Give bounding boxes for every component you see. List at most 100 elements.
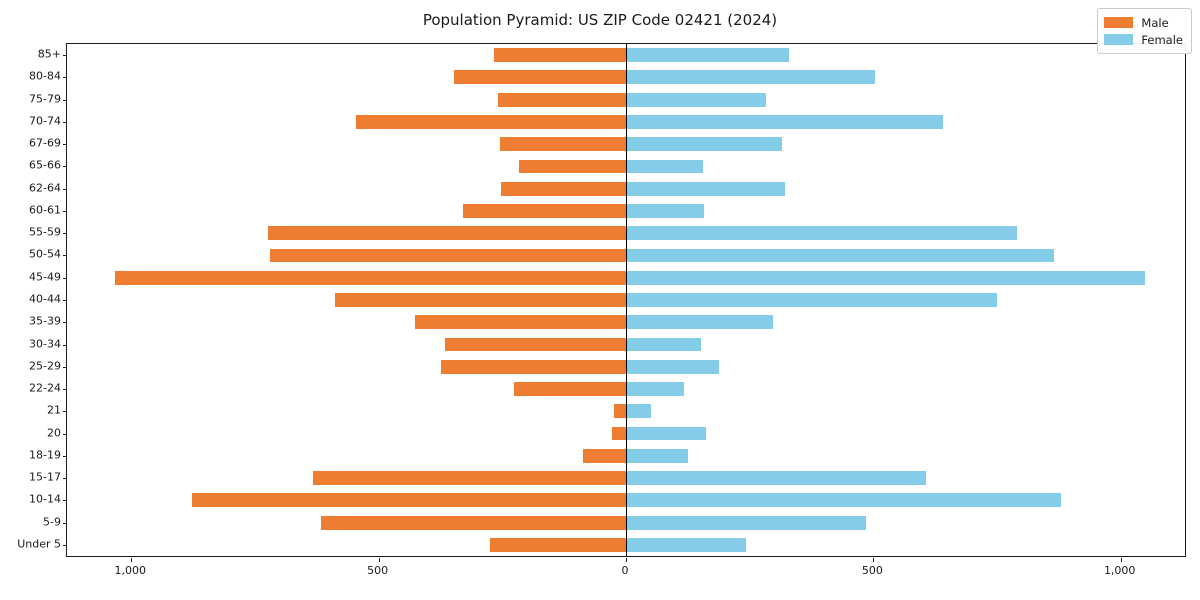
bar-female[interactable] [626, 204, 705, 218]
bar-male[interactable] [355, 115, 626, 129]
y-axis-tick [63, 233, 67, 235]
bar-male[interactable] [494, 48, 626, 63]
y-axis-tick [63, 344, 67, 346]
y-axis-label: 85+ [37, 47, 61, 61]
chart-title: Population Pyramid: US ZIP Code 02421 (2… [422, 11, 778, 29]
y-axis-label: 35-39 [29, 314, 61, 328]
bar-male[interactable] [489, 537, 626, 552]
legend-label-male: Male [1141, 15, 1169, 30]
bar-female[interactable] [626, 248, 1054, 263]
legend-item-male[interactable]: Male [1104, 14, 1183, 31]
bar-female[interactable] [626, 471, 926, 485]
y-axis-label: 45-49 [29, 270, 61, 284]
bar-female[interactable] [626, 115, 943, 129]
y-axis-tick [63, 544, 67, 546]
pyramid-row [67, 315, 1185, 330]
x-axis-label: 500 [367, 564, 389, 577]
bar-female[interactable] [626, 48, 790, 63]
bar-female[interactable] [626, 493, 1062, 508]
bar-male[interactable] [191, 493, 626, 508]
pyramid-row [67, 204, 1185, 218]
bar-male[interactable] [500, 181, 626, 196]
bar-male[interactable] [582, 448, 626, 463]
bar-female[interactable] [626, 426, 707, 441]
y-axis-label: 40-44 [29, 292, 61, 306]
bar-female[interactable] [626, 293, 998, 307]
pyramid-row [67, 270, 1185, 285]
y-axis-tick [63, 166, 67, 168]
bar-male[interactable] [440, 359, 626, 374]
bar-male[interactable] [269, 248, 626, 263]
x-axis-label: 500 [861, 564, 883, 577]
bar-male[interactable] [519, 159, 626, 174]
bar-female[interactable] [626, 448, 689, 463]
y-axis-label: 67-69 [29, 136, 61, 150]
bar-male[interactable] [268, 226, 626, 241]
x-axis-label: 1,000 [1103, 564, 1136, 577]
bar-female[interactable] [626, 337, 702, 352]
bar-female[interactable] [626, 382, 684, 396]
x-axis-tick [1120, 558, 1122, 562]
pyramid-row [67, 226, 1185, 241]
bar-female[interactable] [626, 270, 1145, 285]
x-axis-label: 1,000 [114, 564, 147, 577]
pyramid-row [67, 359, 1185, 374]
pyramid-row [67, 48, 1185, 63]
bar-male[interactable] [115, 270, 626, 285]
bar-male[interactable] [498, 92, 626, 107]
y-axis-tick [63, 255, 67, 257]
y-axis-tick [63, 389, 67, 391]
bar-male[interactable] [334, 293, 626, 307]
y-axis-tick [63, 121, 67, 123]
legend-swatch-female [1104, 34, 1134, 45]
y-axis-label: 20 [47, 426, 61, 440]
x-axis-tick [626, 558, 627, 562]
zero-axis-line [626, 44, 627, 556]
pyramid-row [67, 426, 1185, 441]
bar-female[interactable] [626, 404, 651, 419]
bar-female[interactable] [626, 137, 782, 152]
pyramid-row [67, 404, 1185, 419]
legend-swatch-male [1104, 17, 1134, 28]
bar-female[interactable] [626, 181, 786, 196]
bar-male[interactable] [462, 204, 626, 218]
y-axis-label: 62-64 [29, 181, 61, 195]
bar-male[interactable] [500, 137, 626, 152]
chart-legend: Male Female [1097, 8, 1192, 54]
y-axis-label: 18-19 [29, 448, 61, 462]
bar-male[interactable] [612, 426, 626, 441]
bar-male[interactable] [614, 404, 626, 419]
plot-area [67, 44, 1185, 556]
y-axis-label: 50-54 [29, 247, 61, 261]
bar-male[interactable] [514, 382, 626, 396]
bar-female[interactable] [626, 315, 774, 330]
bar-female[interactable] [626, 159, 703, 174]
pyramid-row [67, 471, 1185, 485]
bar-male[interactable] [453, 70, 626, 85]
pyramid-row [67, 293, 1185, 307]
y-axis-label: 5-9 [43, 515, 61, 529]
bar-female[interactable] [626, 537, 747, 552]
x-axis-tick [131, 558, 133, 562]
y-axis-label: 70-74 [29, 114, 61, 128]
bar-female[interactable] [626, 226, 1017, 241]
bar-female[interactable] [626, 92, 766, 107]
bar-male[interactable] [414, 315, 626, 330]
pyramid-row [67, 137, 1185, 152]
bar-female[interactable] [626, 359, 719, 374]
bar-female[interactable] [626, 70, 875, 85]
bar-female[interactable] [626, 515, 867, 530]
y-axis-tick [63, 411, 67, 413]
bar-male[interactable] [313, 471, 626, 485]
pyramid-row [67, 337, 1185, 352]
pyramid-row [67, 515, 1185, 530]
legend-item-female[interactable]: Female [1104, 31, 1183, 48]
pyramid-row [67, 493, 1185, 508]
bar-male[interactable] [444, 337, 626, 352]
y-axis-tick [63, 210, 67, 212]
y-axis-tick [63, 188, 67, 190]
y-axis-label: 75-79 [29, 92, 61, 106]
bar-male[interactable] [320, 515, 626, 530]
y-axis-tick [63, 144, 67, 146]
